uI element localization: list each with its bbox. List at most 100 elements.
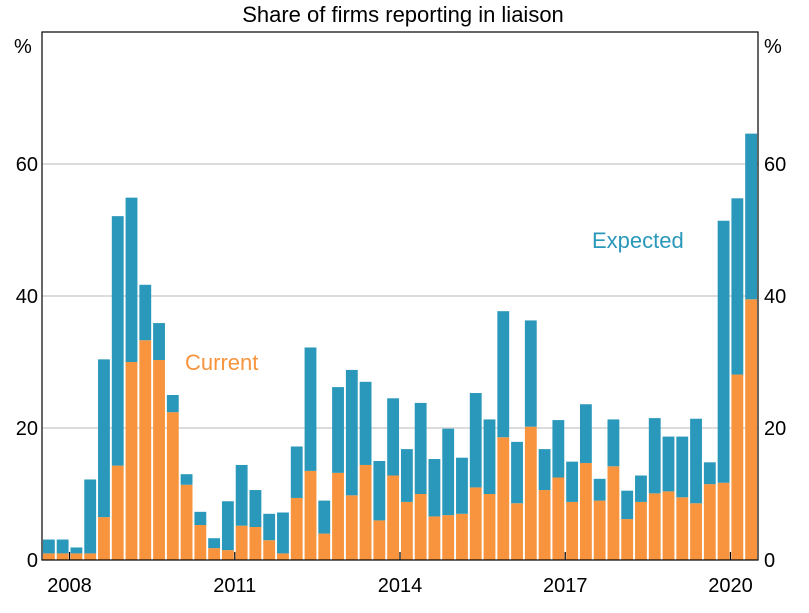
bar-current (483, 494, 496, 560)
bar-current (318, 533, 331, 560)
bar-expected (676, 436, 689, 498)
bar-current (648, 493, 661, 560)
bar-expected (703, 462, 716, 485)
bar-expected (56, 539, 69, 554)
bar-expected (373, 461, 386, 521)
bar-expected (304, 347, 317, 471)
bar-current (387, 475, 400, 560)
bar-expected (648, 418, 661, 494)
bar-expected (593, 478, 606, 501)
bar-current (249, 527, 262, 560)
bar-expected (332, 387, 344, 473)
bar-current (125, 362, 138, 560)
bar-current (662, 491, 675, 560)
bar-current (373, 520, 386, 560)
bar-expected (579, 404, 592, 463)
plot-frame (41, 31, 759, 561)
bar-current (166, 412, 179, 560)
bar-expected (84, 479, 97, 554)
bar-current (139, 340, 152, 560)
bar-current (332, 472, 344, 560)
bar-expected (318, 500, 331, 534)
y-tick-label-left: 0 (27, 550, 38, 572)
x-tick-label: 2017 (543, 575, 588, 597)
bar-current (153, 360, 165, 560)
bar-expected (208, 538, 221, 549)
bars-group (42, 133, 758, 560)
bar-expected (125, 197, 138, 362)
bar-current (579, 462, 592, 560)
bar-expected (139, 284, 152, 341)
bar-expected (607, 419, 620, 467)
bar-current (111, 465, 124, 560)
bar-expected (745, 133, 758, 300)
bar-expected (662, 436, 675, 492)
bar-current (524, 426, 537, 560)
bar-current (456, 513, 468, 560)
bar-current (400, 501, 413, 560)
series-label-current: Current (185, 350, 258, 375)
bar-expected (235, 464, 248, 526)
bar-current (538, 490, 551, 560)
y-tick-label-right: 20 (764, 418, 786, 440)
bar-current (731, 374, 744, 560)
bar-current (235, 525, 248, 560)
bar-expected (497, 311, 510, 438)
bar-expected (428, 459, 441, 517)
bar-expected (469, 393, 482, 488)
bar-expected (621, 490, 634, 520)
bar-current (428, 516, 441, 560)
y-tick-label-left: 20 (16, 418, 38, 440)
bar-current (690, 503, 702, 560)
bar-current (70, 553, 83, 560)
bar-expected (717, 220, 730, 483)
bar-expected (538, 449, 551, 491)
bar-current (593, 500, 606, 560)
bar-current (511, 503, 523, 560)
bar-expected (42, 539, 55, 554)
bar-expected (387, 398, 400, 476)
y-tick-label-right: 40 (764, 286, 786, 308)
bar-expected (511, 441, 523, 504)
bar-current (359, 464, 372, 560)
y-tick-labels: 0 0 20 20 40 40 60 60 (16, 154, 787, 572)
bar-current (194, 525, 207, 560)
bar-expected (690, 418, 702, 504)
series-label-expected: Expected (592, 228, 684, 253)
bar-current (56, 553, 69, 560)
bar-expected (442, 428, 455, 516)
bar-expected (414, 402, 427, 494)
x-tick-label: 2020 (708, 575, 753, 597)
y-unit-left: % (14, 36, 32, 58)
bar-expected (249, 490, 262, 527)
bar-current (552, 477, 565, 560)
bar-expected (263, 513, 276, 541)
bar-current (621, 519, 634, 560)
bar-current (442, 515, 455, 560)
bar-current (703, 484, 716, 560)
bar-current (469, 487, 482, 560)
bar-current (180, 484, 193, 560)
bar-expected (221, 501, 234, 551)
bar-expected (277, 512, 289, 554)
bar-expected (290, 446, 303, 498)
bar-current (42, 553, 55, 560)
bar-expected (345, 369, 358, 496)
bar-expected (153, 323, 165, 361)
y-tick-label-left: 60 (16, 154, 38, 176)
bar-expected (456, 457, 468, 514)
bar-expected (359, 381, 372, 465)
bar-current (745, 299, 758, 560)
bar-current (676, 497, 689, 560)
x-tick-label: 2011 (213, 575, 256, 597)
bar-expected (400, 449, 413, 502)
y-unit-right: % (764, 36, 782, 58)
x-tick-label: 2008 (47, 575, 92, 597)
y-tick-label-left: 40 (16, 286, 38, 308)
bar-current (98, 517, 110, 560)
bar-current (345, 495, 358, 560)
bar-expected (180, 474, 193, 485)
bar-expected (552, 420, 565, 478)
bar-current (304, 470, 317, 560)
